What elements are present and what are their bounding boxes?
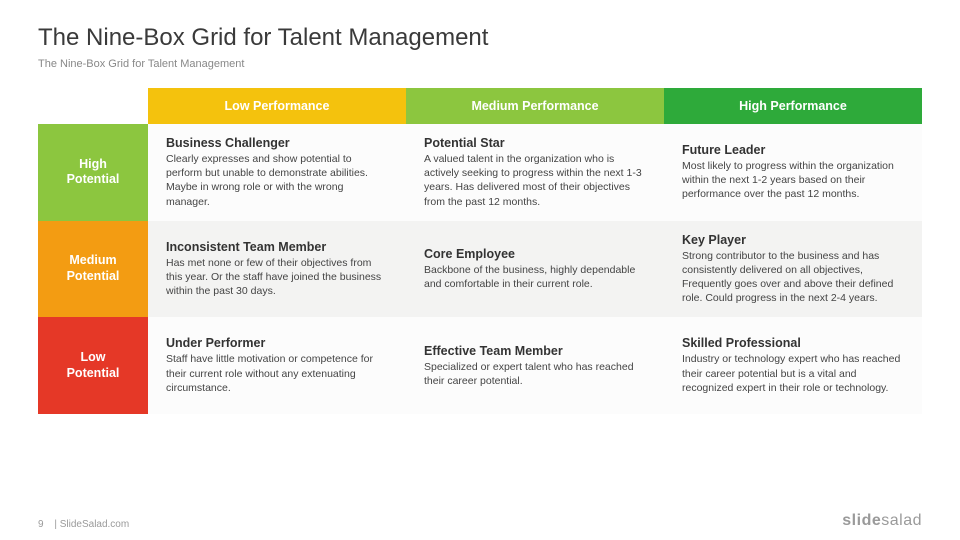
col-header-2: High Performance — [664, 88, 922, 124]
brand-left: slide — [842, 512, 881, 529]
grid-cell-body: A valued talent in the organization who … — [424, 152, 648, 209]
grid-cell-0-2: Future Leader Most likely to progress wit… — [664, 124, 922, 221]
grid-cell-title: Key Player — [682, 233, 906, 247]
page-title: The Nine-Box Grid for Talent Management — [38, 24, 922, 52]
grid-cell-title: Potential Star — [424, 136, 648, 150]
grid-cell-body: Has met none or few of their objectives … — [166, 256, 390, 299]
col-header-0: Low Performance — [148, 88, 406, 124]
grid-cell-title: Future Leader — [682, 143, 906, 157]
grid-cell-1-2: Key Player Strong contributor to the busi… — [664, 221, 922, 318]
grid-cell-body: Backbone of the business, highly dependa… — [424, 263, 648, 291]
slide: The Nine-Box Grid for Talent Management … — [0, 0, 960, 540]
grid-cell-1-0: Inconsistent Team Member Has met none or … — [148, 221, 406, 318]
grid-cell-1-1: Core Employee Backbone of the business, h… — [406, 221, 664, 318]
row-header-0: High Potential — [38, 124, 148, 221]
page-number: 9 — [38, 519, 44, 530]
grid-cell-0-1: Potential Star A valued talent in the org… — [406, 124, 664, 221]
grid-cell-2-1: Effective Team Member Specialized or expe… — [406, 317, 664, 414]
grid-cell-body: Staff have little motivation or competen… — [166, 352, 390, 395]
grid-cell-body: Industry or technology expert who has re… — [682, 352, 906, 395]
page-subtitle: The Nine-Box Grid for Talent Management — [38, 58, 922, 70]
grid-cell-body: Strong contributor to the business and h… — [682, 249, 906, 306]
grid-cell-title: Skilled Professional — [682, 336, 906, 350]
row-header-1: Medium Potential — [38, 221, 148, 318]
grid-cell-body: Most likely to progress within the organ… — [682, 159, 906, 202]
brand-logo: slidesalad — [842, 512, 922, 530]
grid-cell-body: Clearly expresses and show potential to … — [166, 152, 390, 209]
grid-corner — [38, 88, 148, 124]
grid-cell-title: Inconsistent Team Member — [166, 240, 390, 254]
grid-cell-title: Business Challenger — [166, 136, 390, 150]
col-header-1: Medium Performance — [406, 88, 664, 124]
grid-cell-title: Under Performer — [166, 336, 390, 350]
grid-cell-title: Effective Team Member — [424, 344, 648, 358]
footer: 9 | SlideSalad.com — [38, 519, 129, 530]
grid-cell-2-2: Skilled Professional Industry or technolo… — [664, 317, 922, 414]
brand-right: salad — [881, 512, 922, 529]
grid-cell-2-0: Under Performer Staff have little motivat… — [148, 317, 406, 414]
nine-box-grid: Low PerformanceMedium PerformanceHigh Pe… — [38, 88, 922, 414]
grid-cell-body: Specialized or expert talent who has rea… — [424, 360, 648, 388]
grid-cell-0-0: Business Challenger Clearly expresses and… — [148, 124, 406, 221]
row-header-2: Low Potential — [38, 317, 148, 414]
footer-source: | SlideSalad.com — [54, 519, 129, 530]
grid-cell-title: Core Employee — [424, 247, 648, 261]
